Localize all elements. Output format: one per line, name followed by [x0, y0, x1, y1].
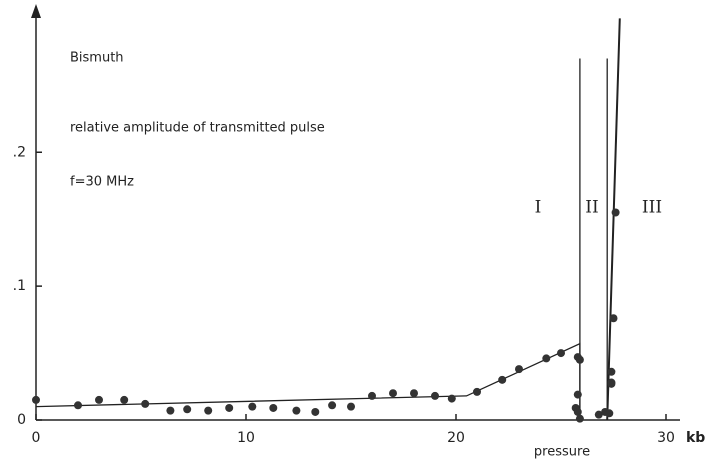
y-tick-label: .1	[13, 278, 26, 294]
data-point	[607, 378, 616, 387]
data-point	[204, 406, 213, 415]
data-point	[347, 402, 355, 411]
data-point	[32, 395, 40, 404]
phase-label: I	[535, 198, 542, 218]
data-point	[575, 414, 584, 423]
data-point	[447, 394, 456, 403]
data-point	[389, 389, 397, 398]
data-point	[311, 407, 320, 416]
phase-label: II	[585, 198, 598, 218]
data-point	[120, 395, 129, 404]
data-point	[573, 390, 582, 399]
data-point	[473, 387, 481, 396]
x-unit: kb	[686, 430, 705, 446]
data-point	[269, 403, 278, 412]
annotation: Bismuth	[70, 51, 124, 66]
data-point	[141, 399, 150, 408]
x-axis-label: pressure	[534, 445, 590, 460]
x-tick-label: 10	[237, 430, 255, 446]
data-point	[542, 354, 551, 363]
data-point	[575, 355, 584, 364]
data-point	[183, 405, 192, 414]
phase-label: III	[642, 198, 662, 218]
y-tick-label: 0	[17, 412, 26, 428]
x-tick-label: 20	[447, 430, 465, 446]
data-point	[573, 407, 582, 416]
annotation: relative amplitude of transmitted pulse	[70, 121, 325, 136]
data-point	[410, 389, 418, 398]
data-point	[515, 365, 523, 374]
y-tick-label: .2	[13, 144, 26, 160]
data-point	[328, 401, 337, 410]
data-point	[95, 395, 103, 404]
data-point	[74, 401, 82, 410]
data-point	[557, 349, 565, 358]
x-tick-label: 30	[657, 430, 675, 446]
data-point	[248, 402, 257, 411]
data-point	[292, 406, 301, 415]
data-point	[225, 403, 234, 412]
fit-line	[606, 18, 621, 421]
annotation: f=30 MHz	[70, 175, 134, 190]
data-point	[609, 314, 618, 323]
x-tick-label: 0	[32, 430, 41, 446]
data-point	[611, 208, 620, 217]
y-axis-arrow	[31, 4, 41, 18]
data-point	[594, 410, 603, 419]
data-point	[607, 367, 616, 376]
data-point	[498, 375, 507, 384]
data-point	[166, 406, 175, 415]
data-point	[431, 391, 439, 400]
data-point	[605, 409, 614, 418]
data-point	[368, 391, 376, 400]
